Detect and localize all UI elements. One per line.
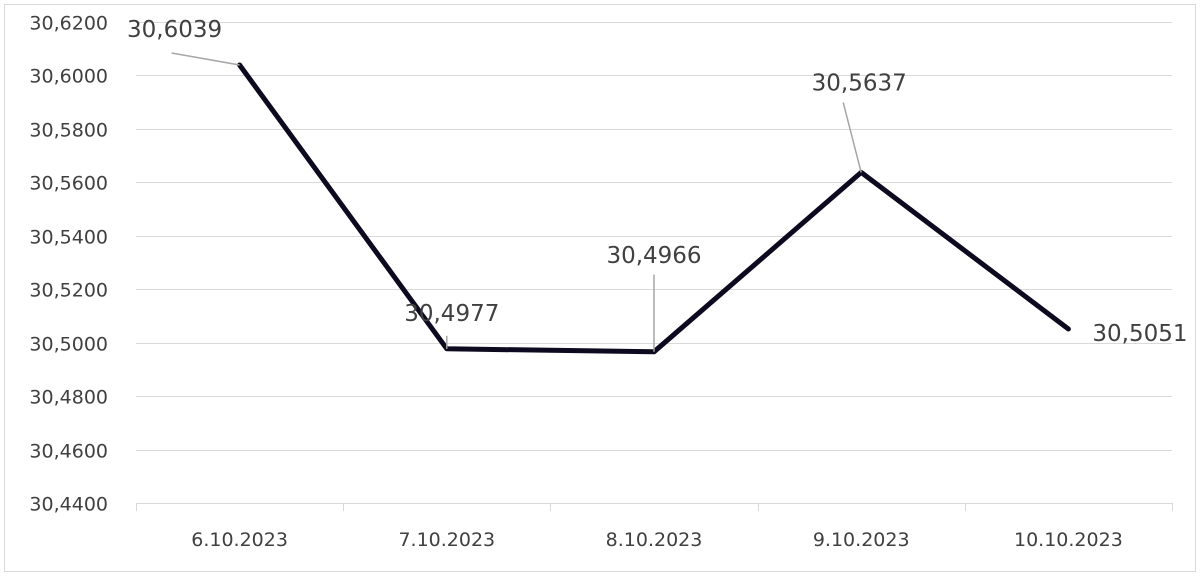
x-tick-label: 6.10.2023 [191,529,288,551]
x-tick-label: 8.10.2023 [606,529,703,551]
y-tick-label: 30,4800 [29,387,108,409]
y-tick-label: 30,6200 [29,13,108,35]
y-tick-label: 30,5000 [29,334,108,356]
label-leader-line [171,52,240,66]
data-labels: 30,6039 30,4977 30,4966 30,5637 30,5051 [127,17,1188,352]
series [237,62,1071,355]
x-tick-label: 7.10.2023 [398,529,495,551]
label-leader-line [842,102,862,173]
y-tick-label: 30,5200 [29,280,108,302]
data-label: 30,4977 [404,301,499,327]
y-tick-label: 30,5400 [29,227,108,249]
y-tick-label: 30,6000 [29,66,108,88]
y-tick-label: 30,4600 [29,441,108,463]
data-label: 30,5637 [812,70,907,96]
data-label: 30,4966 [606,243,701,269]
gridlines [136,22,1172,451]
x-tick-label: 9.10.2023 [813,529,910,551]
chart-frame [4,4,1196,572]
data-label: 30,6039 [127,17,222,43]
y-tick-label: 30,5600 [29,173,108,195]
data-label: 30,5051 [1092,321,1187,347]
y-tick-label: 30,5800 [29,120,108,142]
x-axis: 6.10.2023 7.10.2023 8.10.2023 9.10.2023 10.1… [136,503,1173,551]
y-axis: 30,4400 30,4600 30,4800 30,5000 30,5200 30,54… [29,13,108,516]
x-tick-label: 10.10.2023 [1014,529,1123,551]
y-tick-label: 30,4400 [29,494,108,516]
series-line [237,62,1071,355]
